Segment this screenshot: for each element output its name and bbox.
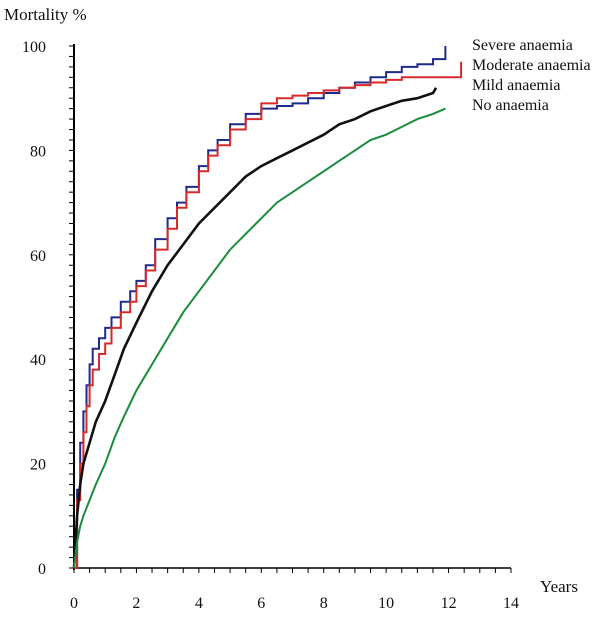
y-tick-label: 0: [38, 561, 46, 578]
legend-entry-mild-anaemia: Mild anaemia: [472, 77, 560, 94]
y-axis-label: Mortality %: [4, 5, 87, 24]
series-line-mild-anaemia: [72, 87, 438, 569]
y-tick-label: 80: [30, 143, 46, 160]
y-tick-label: 40: [30, 352, 46, 369]
x-tick-label: 14: [503, 595, 519, 612]
legend-entry-severe-anaemia: Severe anaemia: [472, 37, 573, 54]
x-tick-label: 12: [441, 595, 457, 612]
series-line-moderate-anaemia: [74, 61, 463, 569]
legend-layer: Severe anaemia Moderate anaemia Mild anaem…: [472, 37, 591, 114]
y-tick-label: 20: [30, 457, 46, 474]
x-tick-label: 6: [257, 595, 265, 612]
x-tick-label: 8: [320, 595, 328, 612]
x-tick-label: 10: [378, 595, 394, 612]
axes-layer: 0 20 40 60 80 100 0 2 4 6 8 10 12 14: [22, 39, 519, 612]
x-tick-label: 0: [70, 595, 78, 612]
y-tick-label: 60: [30, 248, 46, 265]
y-tick-label: 100: [22, 39, 46, 56]
x-tick-label: 4: [195, 595, 203, 612]
series-line-no-anaemia: [73, 107, 446, 569]
x-tick-label: 2: [132, 595, 140, 612]
legend-entry-no-anaemia: No anaemia: [472, 97, 549, 114]
x-axis-label: Years: [540, 577, 578, 596]
legend-entry-moderate-anaemia: Moderate anaemia: [472, 57, 591, 74]
series-layer: [72, 46, 463, 569]
